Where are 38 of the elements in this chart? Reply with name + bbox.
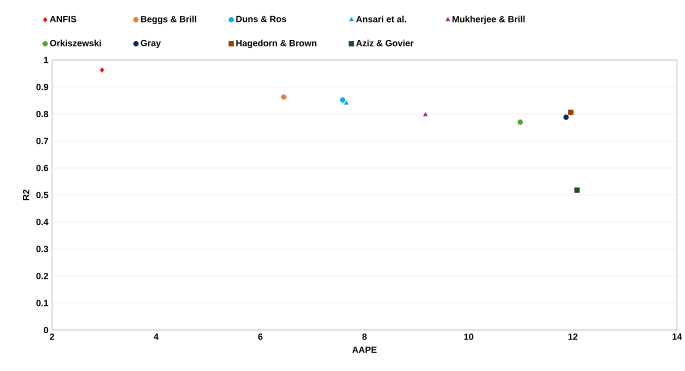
y-tick-label: 0.8 bbox=[36, 110, 48, 118]
legend-label: ANFIS bbox=[50, 16, 76, 22]
point bbox=[563, 114, 569, 120]
y-tick-label: 0.3 bbox=[36, 246, 48, 252]
point bbox=[344, 100, 349, 105]
x-tick-label: 8 bbox=[362, 334, 367, 340]
legend-label: Gray bbox=[140, 40, 161, 48]
x-tick-label: 2 bbox=[50, 334, 54, 340]
point bbox=[281, 94, 286, 100]
legend-label: Beggs & Brill bbox=[141, 16, 196, 24]
point bbox=[518, 119, 523, 125]
point bbox=[574, 187, 580, 193]
y-tick-label: 0.5 bbox=[36, 192, 48, 198]
legend-label: Ansari et al. bbox=[356, 16, 406, 22]
point bbox=[340, 97, 346, 103]
y-tick-label: 0.6 bbox=[36, 164, 48, 172]
x-axis-title: AAPE bbox=[352, 346, 377, 353]
legend-label: Orkiszewski bbox=[50, 40, 101, 46]
y-tick-label: 0 bbox=[44, 326, 48, 334]
x-tick-label: 10 bbox=[464, 334, 474, 340]
y-tick-label: 0.4 bbox=[36, 218, 48, 226]
legend-label: Hagedorn & Brown bbox=[236, 40, 316, 48]
point bbox=[423, 112, 428, 116]
legend-label: Aziz & Govier bbox=[356, 40, 414, 46]
y-tick-label: 0.9 bbox=[36, 84, 48, 90]
legend-label: Duns & Ros bbox=[236, 16, 286, 22]
y-tick-label: 0.1 bbox=[36, 300, 48, 306]
point bbox=[568, 110, 574, 116]
y-axis-title: R2 bbox=[22, 190, 30, 200]
y-tick-label: 0.2 bbox=[36, 272, 48, 280]
y-tick-label: 1 bbox=[44, 56, 48, 64]
point bbox=[100, 67, 104, 73]
x-tick-label: 12 bbox=[568, 334, 578, 340]
legend-label: Mukherjee & Brill bbox=[452, 16, 525, 24]
y-tick-label: 0.7 bbox=[36, 138, 48, 144]
x-tick-label: 14 bbox=[672, 334, 682, 340]
x-tick-label: 6 bbox=[258, 334, 262, 340]
x-tick-label: 4 bbox=[154, 334, 159, 340]
